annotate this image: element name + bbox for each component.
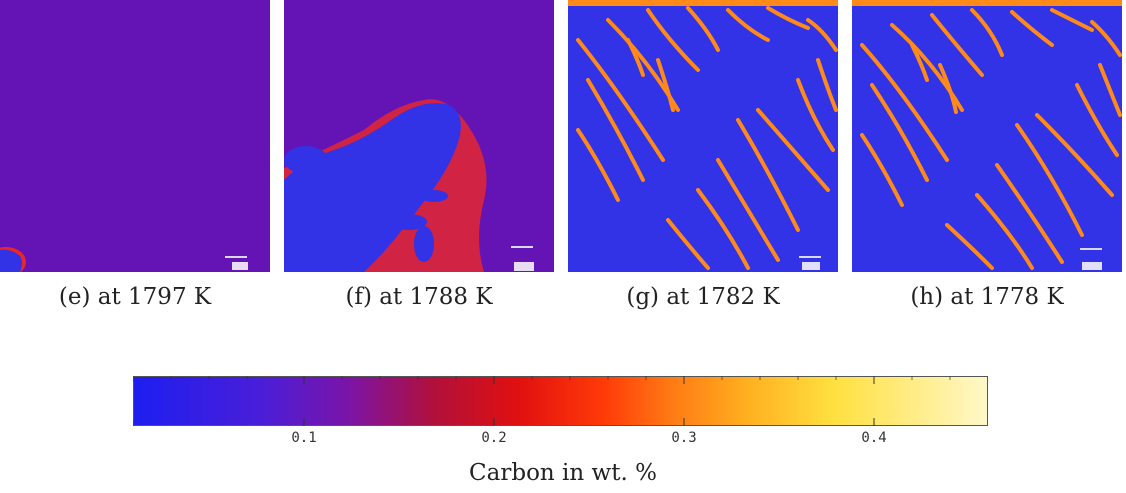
- panel-g: [568, 0, 838, 272]
- panel-e: [0, 0, 270, 272]
- panel-h-image: [852, 0, 1122, 272]
- caption-f: (f) at 1788 K: [345, 284, 493, 310]
- colorbar-title: Carbon in wt. %: [469, 460, 657, 486]
- panel-f-image: [284, 0, 554, 272]
- colorbar-tick-label: 0.2: [481, 430, 507, 446]
- panel-h: [852, 0, 1122, 272]
- colorbar: [133, 376, 988, 426]
- colorbar-ticks: [133, 376, 951, 426]
- panel-e-image: [0, 0, 270, 272]
- colorbar-tick-label: 0.3: [671, 430, 697, 446]
- panel-g-image: [568, 0, 838, 272]
- caption-h: (h) at 1778 K: [910, 284, 1064, 310]
- colorbar-tick-label: 0.1: [291, 430, 317, 446]
- panel-f: [284, 0, 554, 272]
- caption-g: (g) at 1782 K: [626, 284, 780, 310]
- caption-e: (e) at 1797 K: [58, 284, 212, 310]
- colorbar-tick-label: 0.4: [861, 430, 887, 446]
